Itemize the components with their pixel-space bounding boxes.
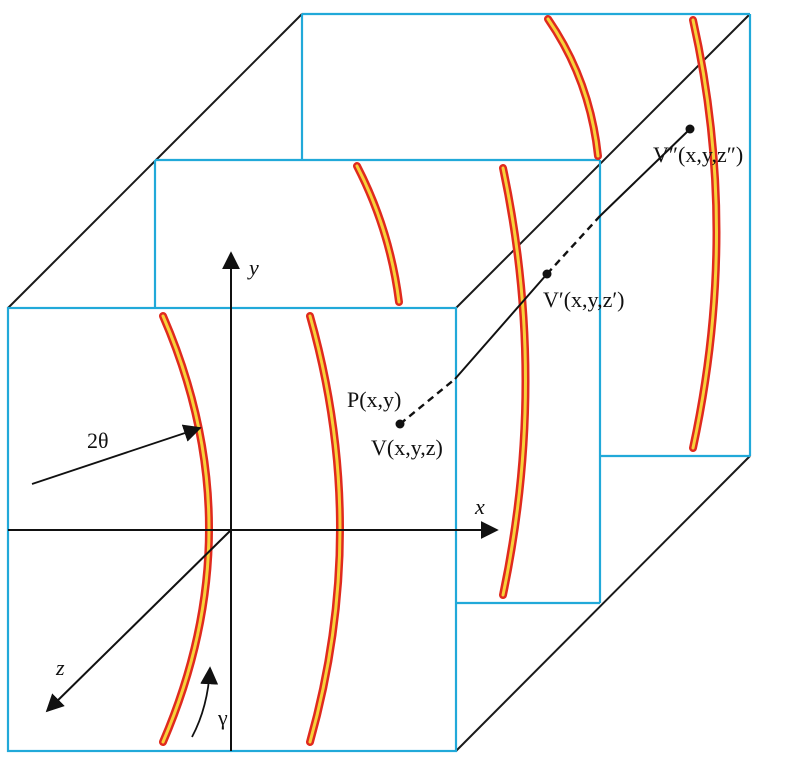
edge-bottom-right-depth (455, 455, 751, 752)
projection-ray (395, 124, 695, 429)
front-frame-arcs (159, 312, 344, 746)
ray-solid-segment (454, 273, 548, 380)
two-theta-label: 2θ (87, 428, 109, 453)
axis-z-label: z (55, 655, 65, 680)
point-v-label: V(x,y,z) (371, 435, 443, 460)
point-v-double-prime-label: V″(x,y,z″) (653, 142, 743, 167)
ray-dashed-p-to-v (399, 378, 456, 425)
point-p-label: P(x,y) (347, 387, 401, 412)
point-v-dot (395, 419, 405, 429)
gamma-arrow (191, 666, 219, 738)
ray-dashed-v-prime (546, 215, 601, 275)
middle-detector-frame (153, 158, 602, 605)
back-frame-arcs (544, 15, 721, 452)
ray-solid-to-v-double-prime (599, 128, 691, 217)
two-theta-arrow (31, 424, 202, 485)
gamma-label: γ (217, 705, 228, 730)
point-v-double-prime-dot (685, 124, 695, 134)
middle-frame-arcs (353, 162, 530, 599)
labels: y x z 2θ γ P(x,y) V(x,y,z) V′(x,y,z′) V″… (55, 142, 743, 730)
axis-x-label: x (474, 494, 485, 519)
back-arc-left (544, 15, 602, 160)
point-v-prime-dot (542, 269, 552, 279)
axis-y-label: y (247, 255, 259, 280)
coordinate-axes (8, 251, 499, 751)
back-detector-frame (300, 12, 752, 458)
z-axis (45, 529, 232, 713)
middle-arc-left (353, 162, 403, 306)
point-v-prime-label: V′(x,y,z′) (543, 287, 625, 312)
